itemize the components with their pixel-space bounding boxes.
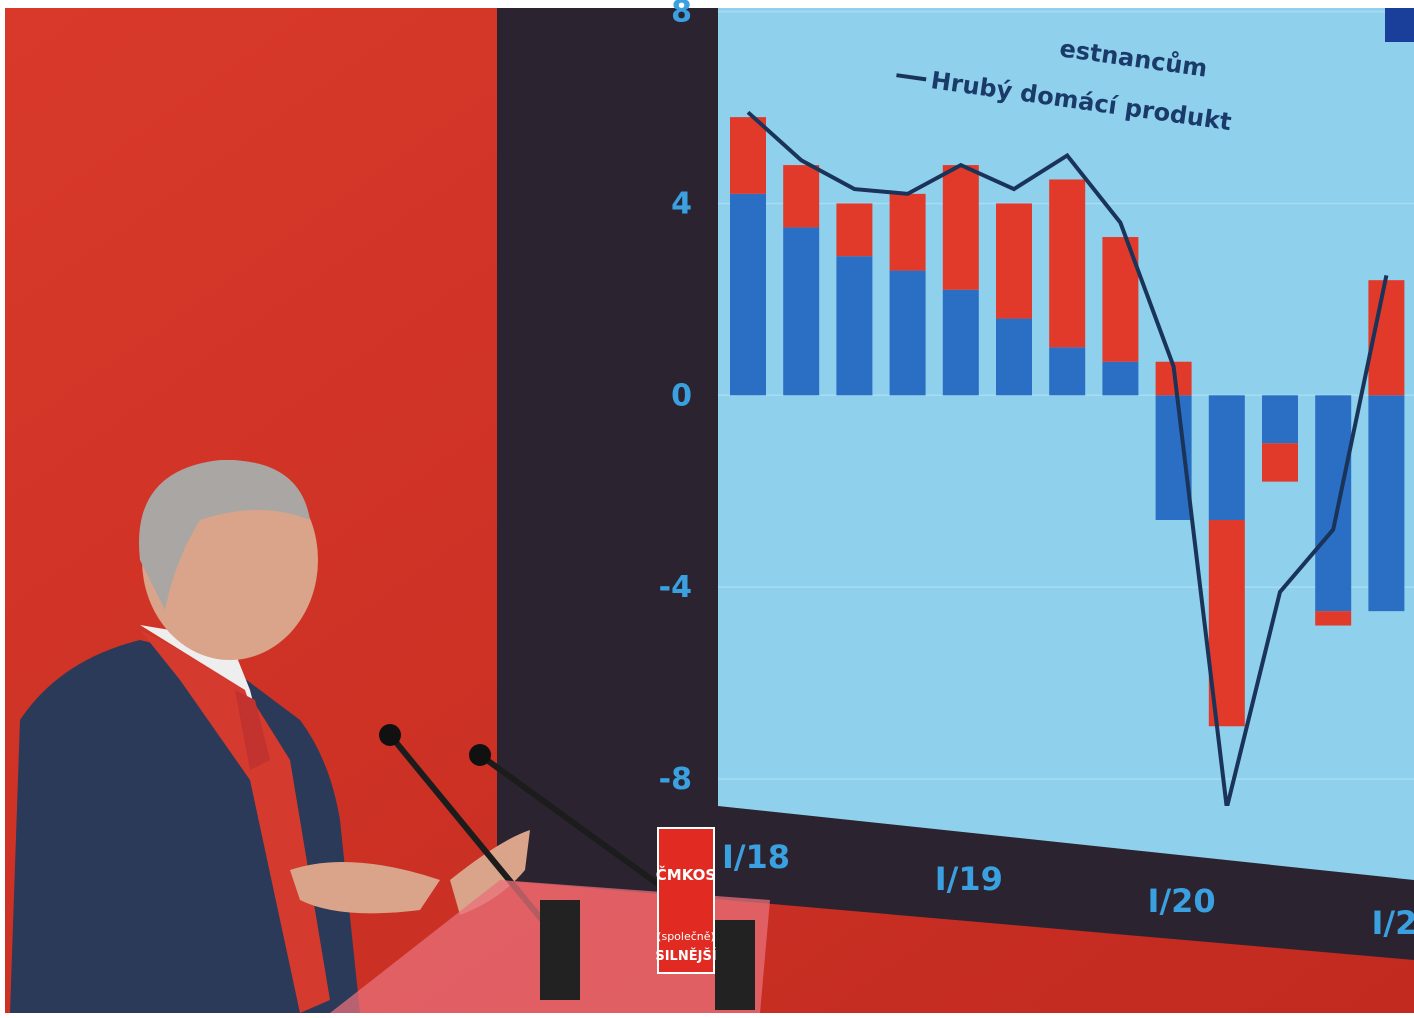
bar — [1315, 611, 1351, 625]
bar — [1368, 395, 1404, 611]
logo: ČMKOS — [656, 865, 716, 884]
bar — [890, 271, 926, 396]
y-tick-label: 0 — [671, 378, 692, 413]
bar — [996, 203, 1032, 318]
bar — [1102, 362, 1138, 396]
bar — [730, 194, 766, 395]
mic-head — [469, 744, 491, 766]
x-tick-label: I/19 — [935, 860, 1003, 898]
page: {"chart_data": {"type": "bar", "categori… — [0, 0, 1414, 1018]
y-tick-label: 8 — [671, 0, 692, 30]
tagline: (společně) — [657, 930, 715, 943]
mic-base — [540, 900, 580, 1000]
plot-area — [718, 8, 1414, 880]
bar — [836, 256, 872, 395]
bar — [943, 165, 979, 290]
y-tick-label: -4 — [659, 570, 692, 605]
y-tick-label: 4 — [671, 186, 692, 221]
x-tick-label: I/20 — [1148, 882, 1216, 920]
x-tick-label: I/2 — [1371, 904, 1414, 942]
bar — [1209, 395, 1245, 520]
bar — [1262, 443, 1298, 481]
photo: 840-4-8I/18I/19I/20I/2estnancůmHrubý dom… — [0, 0, 1414, 1018]
x-tick-label: I/18 — [722, 838, 790, 876]
bar — [943, 290, 979, 396]
bar — [1262, 395, 1298, 443]
mic-base — [715, 920, 755, 1010]
y-tick-label: -8 — [659, 762, 692, 797]
bar — [1315, 395, 1351, 611]
bar — [1049, 347, 1085, 395]
bar — [783, 227, 819, 395]
bar — [783, 165, 819, 227]
bar — [730, 117, 766, 194]
slogan: SILNĚJŠÍ — [655, 948, 716, 964]
bar — [996, 319, 1032, 396]
bar — [1049, 179, 1085, 347]
corner-badge — [1385, 8, 1414, 42]
bar — [890, 194, 926, 271]
mic-head — [379, 724, 401, 746]
bar — [836, 203, 872, 256]
